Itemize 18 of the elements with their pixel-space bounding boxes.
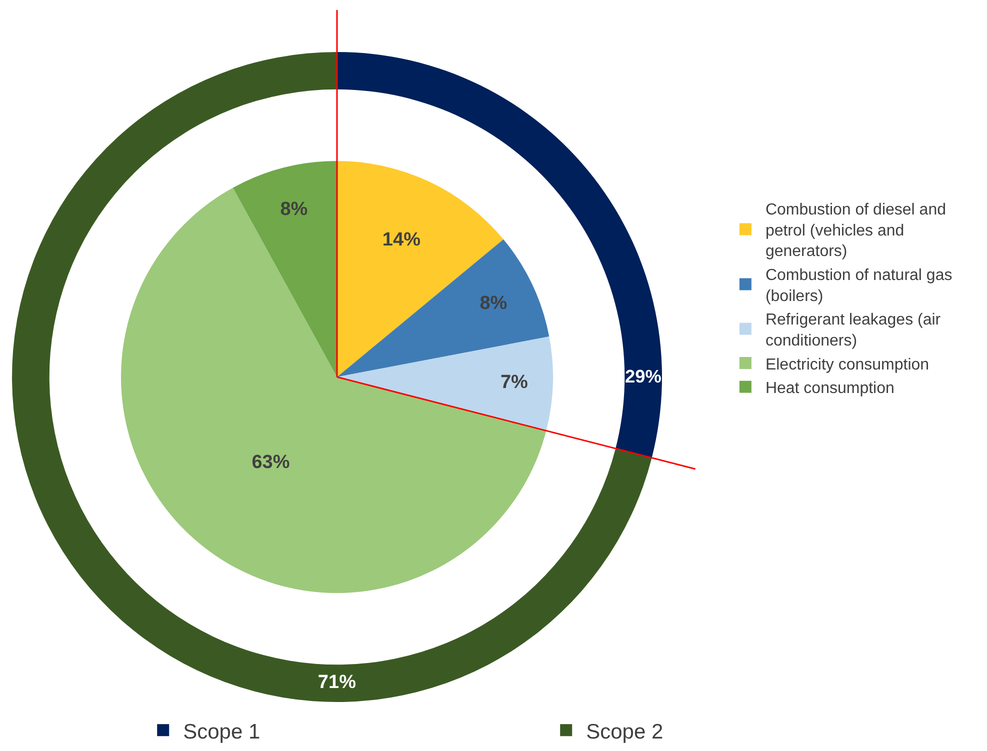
legend-label: Electricity consumption bbox=[765, 356, 930, 374]
pie-slice bbox=[232, 161, 337, 377]
legend-label: Combustion of diesel and petrol (vehicles and generators) bbox=[765, 202, 946, 260]
donut-slice bbox=[337, 52, 662, 458]
legend-label: Combustion of natural gas (boilers) bbox=[765, 267, 952, 305]
data-label: 71% bbox=[318, 672, 356, 694]
data-label: 8% bbox=[480, 292, 508, 314]
data-label: 7% bbox=[500, 372, 528, 394]
data-label: 14% bbox=[382, 229, 421, 250]
data-label: 63% bbox=[252, 452, 290, 473]
data-label: 8% bbox=[280, 198, 308, 220]
pie-slice bbox=[337, 336, 553, 431]
legend-label: Scope 2 bbox=[586, 720, 664, 744]
legend-label: Refrigerant leakages (air conditioners) bbox=[765, 312, 942, 350]
legend-label: Scope 1 bbox=[183, 720, 260, 744]
pie-slice bbox=[121, 188, 546, 593]
data-label: 29% bbox=[624, 366, 662, 386]
legend-label: Heat consumption bbox=[765, 380, 894, 398]
